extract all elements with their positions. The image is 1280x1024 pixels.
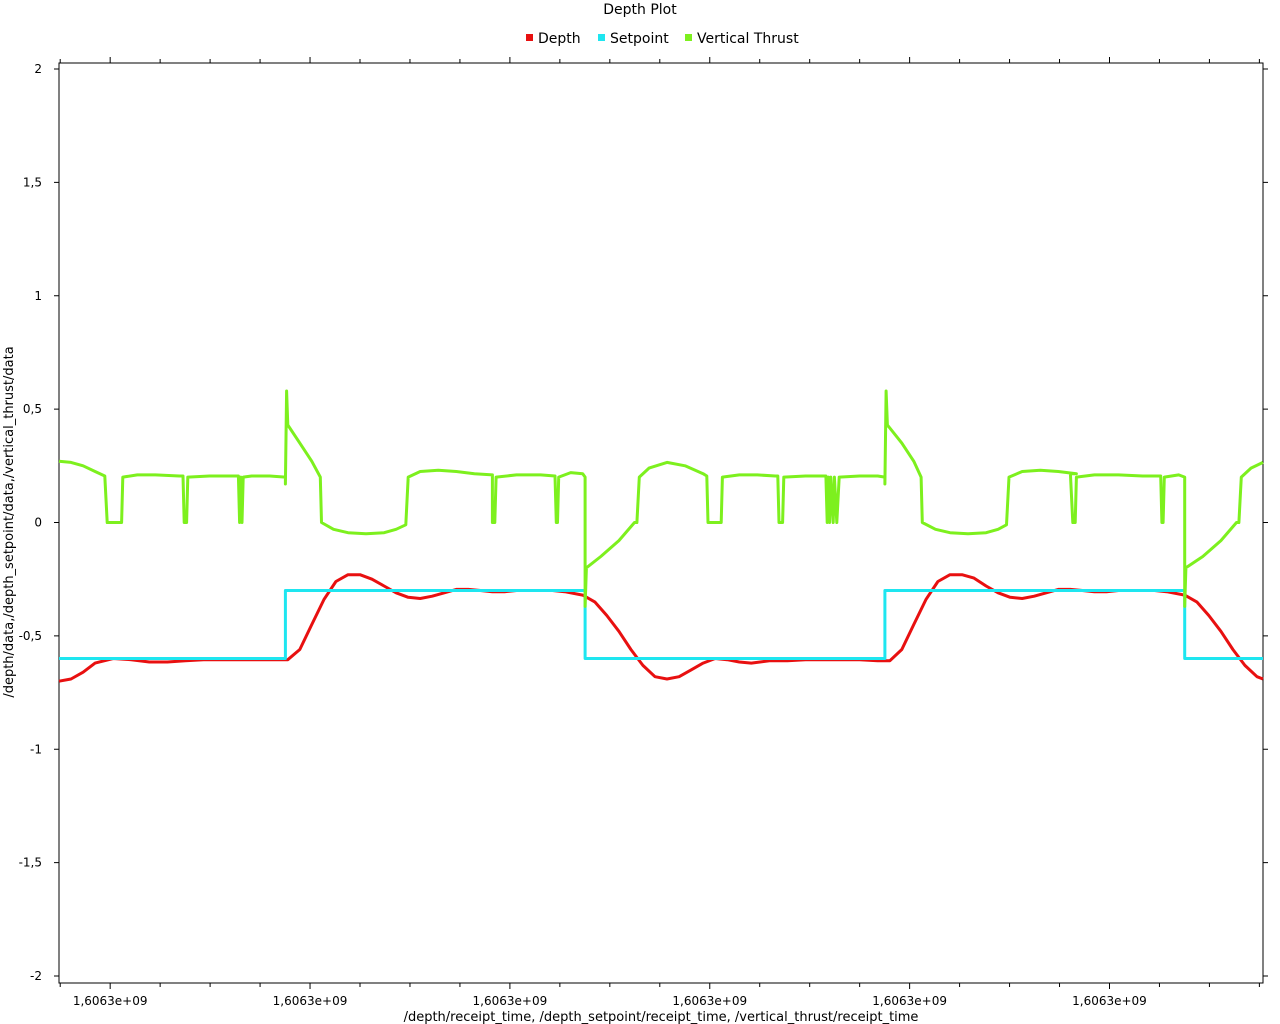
y-tick-label: 0,5 xyxy=(23,402,42,416)
legend-swatch xyxy=(685,34,692,41)
legend-label: Setpoint xyxy=(610,31,669,47)
series-group xyxy=(58,389,1264,683)
series-line-vertical-thrust xyxy=(58,389,1264,608)
x-axis-label: /depth/receipt_time, /depth_setpoint/rec… xyxy=(404,1010,919,1024)
x-tick-label: 1,6063e+09 xyxy=(1072,994,1147,1008)
y-axis-label: /depth/data,/depth_setpoint/data,/vertic… xyxy=(2,346,17,697)
chart-title: Depth Plot xyxy=(603,2,677,18)
y-tick-label: 1 xyxy=(34,289,42,303)
x-axis: 1,6063e+09 1,6063e+09 1,6063e+09 1,6063e+09… xyxy=(59,57,1260,1008)
y-tick-label: 2 xyxy=(34,62,42,76)
y-tick-label: -1 xyxy=(30,742,42,756)
x-tick-label: 1,6063e+09 xyxy=(672,994,747,1008)
legend-swatch xyxy=(526,34,533,41)
y-axis: 2 1,5 1 0,5 0 -0,5 -1 -1,5 -2 xyxy=(19,62,1268,983)
y-tick-label: -0,5 xyxy=(19,629,42,643)
y-tick-label: 1,5 xyxy=(23,175,42,189)
legend-label: Vertical Thrust xyxy=(697,31,799,47)
y-tick-label: 0 xyxy=(34,516,42,530)
y-tick-label: -1,5 xyxy=(19,856,42,870)
x-tick-label: 1,6063e+09 xyxy=(73,994,148,1008)
series-line-setpoint xyxy=(59,589,1263,660)
legend-label: Depth xyxy=(538,31,581,47)
legend-swatch xyxy=(598,34,605,41)
chart-legend: Depth Setpoint Vertical Thrust xyxy=(526,31,799,47)
x-tick-label: 1,6063e+09 xyxy=(872,994,947,1008)
y-tick-label: -2 xyxy=(30,969,42,983)
x-tick-label: 1,6063e+09 xyxy=(473,994,548,1008)
x-tick-label: 1,6063e+09 xyxy=(273,994,348,1008)
